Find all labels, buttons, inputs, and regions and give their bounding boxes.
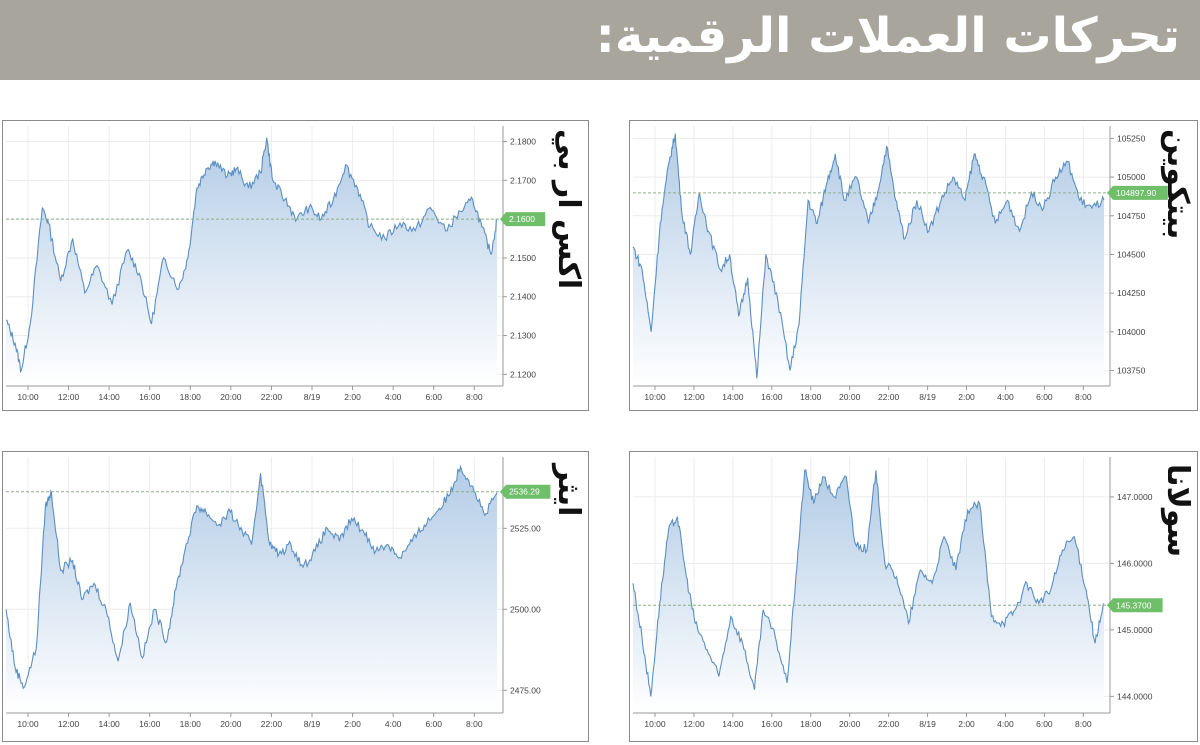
- x-tick-label: 8:00: [1075, 392, 1092, 402]
- x-tick-label: 22:00: [261, 392, 283, 402]
- y-tick-label: 104500: [1117, 249, 1146, 259]
- x-tick-label: 4:00: [385, 719, 402, 729]
- x-tick-label: 10:00: [17, 392, 39, 402]
- x-tick-label: 2:00: [344, 719, 361, 729]
- chart-panel-bitcoin: 10:00 12:00 14:00 16:00 18:00 20:00 22:00 8/19 2…: [629, 120, 1198, 411]
- y-tick-label: 2.1400: [510, 292, 536, 302]
- series-line: [5, 464, 498, 690]
- y-tick-label: 2500.00: [510, 604, 541, 614]
- y-tick-label: 2.1700: [510, 175, 536, 185]
- chart-solana: 10:00 12:00 14:00 16:00 18:00 20:00 22:00 8/19 2…: [632, 457, 1163, 729]
- x-tick-label: 10:00: [17, 719, 39, 729]
- x-tick-label: 12:00: [58, 392, 80, 402]
- x-tick-label: 6:00: [1036, 719, 1053, 729]
- current-value-label: 104897.90: [1116, 188, 1156, 198]
- series-area: [6, 137, 497, 386]
- x-tick-label: 16:00: [139, 719, 161, 729]
- x-tick-label: 16:00: [761, 719, 783, 729]
- x-tick-label: 20:00: [839, 719, 861, 729]
- y-tick-label: 2.1800: [510, 137, 536, 147]
- x-tick-label: 2:00: [344, 392, 361, 402]
- x-tick-label: 16:00: [761, 392, 783, 402]
- series-line: [632, 133, 1105, 379]
- x-tick-label: 16:00: [139, 392, 161, 402]
- x-tick-label: 18:00: [180, 719, 202, 729]
- y-tick-label: 147.0000: [1117, 492, 1153, 502]
- x-tick-label: 18:00: [800, 719, 822, 729]
- x-tick-label: 6:00: [425, 392, 442, 402]
- y-tick-label: 2.1300: [510, 331, 536, 341]
- current-value-badge: [500, 212, 546, 227]
- chart-panel-ether: 10:00 12:00 14:00 16:00 18:00 20:00 22:00 8/19 2…: [2, 451, 589, 742]
- y-tick-label: 105000: [1117, 172, 1146, 182]
- y-tick-label: 145.0000: [1117, 625, 1153, 635]
- x-tick-label: 4:00: [997, 719, 1014, 729]
- chart-panel-xrp: 10:00 12:00 14:00 16:00 18:00 20:00 22:00 8/19 2…: [2, 120, 589, 411]
- current-value-label: 2.1600: [509, 214, 535, 224]
- y-tick-label: 103750: [1117, 366, 1146, 376]
- x-tick-label: 10:00: [644, 719, 666, 729]
- x-tick-label: 8:00: [466, 719, 483, 729]
- x-tick-label: 20:00: [220, 392, 242, 402]
- x-tick-label: 14:00: [722, 392, 744, 402]
- coin-name-xrp: اكس ار بي: [551, 129, 586, 290]
- x-tick-label: 8/19: [304, 719, 321, 729]
- x-tick-label: 8/19: [304, 392, 321, 402]
- coin-name-ether: ايثر: [551, 464, 586, 517]
- y-tick-label: 146.0000: [1117, 558, 1153, 568]
- x-tick-label: 22:00: [261, 719, 283, 729]
- x-tick-label: 22:00: [878, 719, 900, 729]
- current-value-badge: [500, 484, 551, 499]
- x-tick-label: 22:00: [878, 392, 900, 402]
- x-tick-label: 10:00: [644, 392, 666, 402]
- x-tick-label: 6:00: [425, 719, 442, 729]
- page-header: تحركات العملات الرقمية:: [0, 0, 1200, 80]
- series-area: [633, 470, 1104, 713]
- y-tick-label: 2.1500: [510, 253, 536, 263]
- current-value-label: 2536.29: [509, 487, 540, 497]
- x-tick-label: 18:00: [800, 392, 822, 402]
- x-tick-label: 14:00: [99, 392, 121, 402]
- current-value-label: 145.3700: [1116, 600, 1152, 610]
- current-value-badge: [1107, 185, 1168, 200]
- x-tick-label: 2:00: [958, 392, 975, 402]
- series-line: [5, 137, 498, 374]
- x-tick-label: 8/19: [919, 392, 936, 402]
- x-tick-label: 20:00: [220, 719, 242, 729]
- chart-panel-solana: 10:00 12:00 14:00 16:00 18:00 20:00 22:00 8/19 2…: [629, 451, 1198, 742]
- chart-ether: 10:00 12:00 14:00 16:00 18:00 20:00 22:00 8/19 2…: [5, 457, 551, 729]
- x-tick-label: 4:00: [997, 392, 1014, 402]
- y-tick-label: 144.0000: [1117, 691, 1153, 701]
- page-title: تحركات العملات الرقمية:: [595, 8, 1180, 64]
- y-tick-label: 105250: [1117, 133, 1146, 143]
- current-value-badge: [1107, 598, 1163, 613]
- x-tick-label: 14:00: [722, 719, 744, 729]
- series-area: [633, 133, 1104, 386]
- series-area: [6, 466, 497, 713]
- x-tick-label: 2:00: [958, 719, 975, 729]
- y-tick-label: 2525.00: [510, 523, 541, 533]
- x-tick-label: 12:00: [683, 719, 705, 729]
- x-tick-label: 8:00: [1075, 719, 1092, 729]
- x-tick-label: 12:00: [683, 392, 705, 402]
- x-tick-label: 12:00: [58, 719, 80, 729]
- x-tick-label: 8/19: [919, 719, 936, 729]
- y-tick-label: 2475.00: [510, 685, 541, 695]
- y-tick-label: 2.1200: [510, 369, 536, 379]
- x-tick-label: 4:00: [385, 392, 402, 402]
- y-tick-label: 104250: [1117, 288, 1146, 298]
- chart-bitcoin: 10:00 12:00 14:00 16:00 18:00 20:00 22:00 8/19 2…: [632, 126, 1168, 402]
- x-tick-label: 20:00: [839, 392, 861, 402]
- x-tick-label: 18:00: [180, 392, 202, 402]
- x-tick-label: 8:00: [466, 392, 483, 402]
- x-tick-label: 6:00: [1036, 392, 1053, 402]
- y-tick-label: 104000: [1117, 327, 1146, 337]
- y-tick-label: 104750: [1117, 211, 1146, 221]
- coin-name-solana: سولانا: [1160, 464, 1195, 558]
- series-line: [632, 469, 1105, 697]
- coin-name-bitcoin: بيتكوين: [1160, 129, 1195, 240]
- x-tick-label: 14:00: [99, 719, 121, 729]
- chart-xrp: 10:00 12:00 14:00 16:00 18:00 20:00 22:00 8/19 2…: [5, 126, 546, 402]
